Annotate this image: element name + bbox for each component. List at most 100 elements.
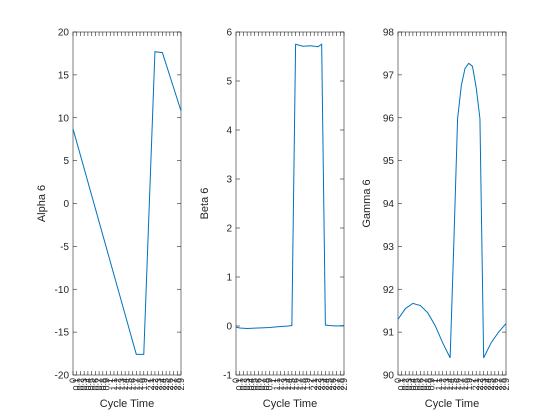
x-tick-label: 2 [305,378,315,383]
x-tick-label: 0.4 [408,378,418,391]
y-tick-label: 3 [226,175,232,186]
x-tick-label: 1.8 [460,378,470,391]
x-axis-label: Cycle Time [263,398,317,410]
x-tick-label: 0.2 [75,378,85,391]
x-tick-label: 2.2 [313,378,323,391]
y-tick-label: 5 [63,156,69,167]
x-tick-label: 1.7 [131,378,141,391]
y-tick-label: -20 [55,371,70,382]
x-tick-label: 2.7 [169,378,179,391]
x-tick-label: 1 [430,378,440,383]
x-tick-label: 2.6 [490,378,500,391]
y-tick-label: 98 [383,28,395,39]
y-tick-label: 15 [58,70,70,81]
x-tick-label: 2.3 [317,378,327,391]
y-tick-label: 5 [226,77,232,88]
x-tick-label: 0.2 [238,378,248,391]
x-tick-label: 2.2 [150,378,160,391]
y-tick-label: 92 [383,285,395,296]
x-tick-label: 0.9 [427,378,437,391]
x-tick-label: 0.3 [404,378,414,391]
x-tick-label: 1.6 [453,378,463,391]
x-tick-label: 1.2 [113,378,123,391]
y-tick-label: -5 [60,242,69,253]
x-tick-label: 0.6 [90,378,100,391]
x-tick-label: 1 [105,378,115,383]
x-tick-label: 1.1 [434,378,444,391]
x-tick-label: 2.8 [335,378,345,391]
x-tick-label: 0.5 [412,378,422,391]
x-tick-label: 0.6 [415,378,425,391]
x-tick-label: 0.3 [79,378,89,391]
x-tick-label: 1.1 [272,378,282,391]
y-tick-label: 2 [226,224,232,235]
x-tick-label: 2.5 [486,378,496,391]
x-tick-label: 0.5 [250,378,260,391]
x-tick-label: 0.8 [261,378,271,391]
x-tick-label: 1.2 [438,378,448,391]
subplot-1: -20-15-10-50510152000.10.20.30.40.50.60.… [36,28,186,411]
x-tick-label: 2.3 [479,378,489,391]
x-tick-label: 2.6 [328,378,338,391]
x-tick-label: 0.4 [83,378,93,391]
x-tick-label: 2.7 [332,378,342,391]
y-axis-label: Beta 6 [199,188,211,220]
x-tick-label: 0.7 [94,378,104,391]
x-tick-label: 1.9 [139,378,149,391]
axes-box [72,31,182,376]
x-tick-label: 1.2 [276,378,286,391]
x-axis-label: Cycle Time [425,398,479,410]
x-tick-label: 2.4 [482,378,492,391]
x-tick-label: 1.3 [116,378,126,391]
series-line [397,62,507,359]
x-tick-label: 1.4 [120,378,130,391]
y-tick-label: -15 [55,328,70,339]
x-tick-label: 1.5 [124,378,134,391]
x-tick-label: 0 [68,378,78,383]
x-tick-label: 2.8 [172,378,182,391]
x-tick-label: 1.9 [464,378,474,391]
y-axis-label: Gamma 6 [361,179,373,227]
x-tick-label: 0.9 [265,378,275,391]
x-tick-label: 2.2 [475,378,485,391]
x-tick-label: 2.1 [309,378,319,391]
y-tick-label: 94 [383,199,395,210]
y-tick-label: 95 [383,156,395,167]
x-tick-label: 2.5 [324,378,334,391]
x-tick-label: 1.8 [135,378,145,391]
y-tick-label: 93 [383,242,395,253]
x-tick-label: 1.7 [456,378,466,391]
x-axis-label: Cycle Time [100,398,154,410]
x-tick-label: 2.4 [157,378,167,391]
x-tick-label: 0.4 [246,378,256,391]
x-tick-label: 1.6 [291,378,301,391]
y-tick-label: 10 [58,113,70,124]
y-tick-label: 90 [383,371,395,382]
x-tick-label: 1.3 [279,378,289,391]
x-tick-label: 2.1 [471,378,481,391]
axes-box [397,31,507,376]
x-tick-label: 0.5 [87,378,97,391]
y-tick-label: 4 [226,126,232,137]
x-tick-label: 2.6 [165,378,175,391]
x-tick-label: 1.7 [294,378,304,391]
y-tick-label: 97 [383,70,395,81]
x-tick-label: 0.8 [98,378,108,391]
y-tick-label: -10 [55,285,70,296]
x-tick-label: 1.8 [298,378,308,391]
x-tick-label: 1.1 [109,378,119,391]
y-tick-label: 0 [63,199,69,210]
x-tick-label: 2.4 [320,378,330,391]
y-tick-label: 1 [226,273,232,284]
y-tick-label: 96 [383,113,395,124]
subplot-2: -1012345600.10.20.30.40.50.60.70.80.911.… [199,28,349,411]
x-tick-label: 2.1 [146,378,156,391]
x-tick-label: 0 [231,378,241,383]
x-tick-label: 0.2 [400,378,410,391]
x-tick-label: 0.7 [419,378,429,391]
series-line [72,51,182,355]
x-tick-label: 1.3 [441,378,451,391]
x-tick-label: 1.4 [445,378,455,391]
x-tick-label: 2 [142,378,152,383]
